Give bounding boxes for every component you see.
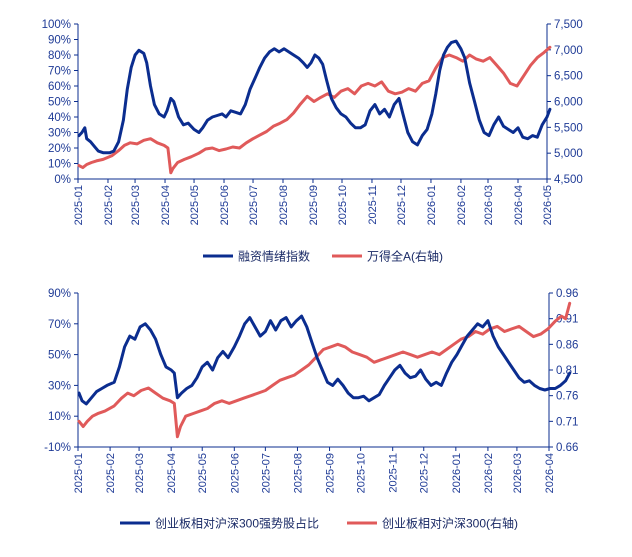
x-tick-label: 2025-05 bbox=[189, 185, 201, 225]
right-tick-label: 0.86 bbox=[556, 339, 578, 351]
x-tick-label: 2026-03 bbox=[512, 453, 524, 493]
right-tick-label: 0.71 bbox=[556, 416, 578, 428]
right-tick-label: 7,500 bbox=[554, 19, 583, 31]
x-tick-label: 2025-05 bbox=[197, 453, 209, 493]
legend-item: 创业板相对沪深300强势股占比 bbox=[120, 516, 319, 531]
x-tick-label: 2025-10 bbox=[356, 453, 368, 493]
right-tick-label: 0.81 bbox=[556, 365, 578, 377]
left-tick-label: 100% bbox=[42, 19, 71, 31]
x-tick-label: 2026-02 bbox=[456, 185, 468, 225]
x-tick-label: 2025-12 bbox=[396, 185, 408, 225]
x-tick-label: 2025-09 bbox=[325, 453, 337, 493]
x-tick-label: 2025-02 bbox=[103, 185, 115, 225]
legend-label: 创业板相对沪深300(右轴) bbox=[382, 516, 518, 531]
legend-label: 万得全A(右轴) bbox=[367, 249, 443, 264]
legend-item: 万得全A(右轴) bbox=[332, 249, 443, 264]
x-tick-label: 2026-04 bbox=[513, 185, 525, 225]
left-tick-label: 70% bbox=[48, 66, 71, 78]
left-tick-label: 70% bbox=[48, 319, 71, 331]
left-tick-label: 60% bbox=[48, 81, 71, 93]
left-tick-label: 90% bbox=[48, 35, 71, 47]
x-tick-label: 2025-10 bbox=[337, 185, 349, 225]
left-series-line bbox=[77, 39, 552, 155]
left-tick-label: 90% bbox=[48, 288, 71, 300]
right-tick-label: 0.76 bbox=[556, 391, 578, 403]
chart-1: 0% 10% 20% 30% 40% 50% 60% 70% 80% 90% 100% 4,500 5,… bbox=[42, 19, 583, 264]
left-tick-label: 80% bbox=[48, 50, 71, 62]
right-tick-label: 0.96 bbox=[556, 288, 578, 300]
x-tick-label: 2025-03 bbox=[130, 185, 142, 225]
legend-label: 创业板相对沪深300强势股占比 bbox=[155, 516, 319, 531]
left-tick-label: 50% bbox=[48, 350, 71, 362]
left-tick-label: 0% bbox=[54, 174, 71, 186]
x-tick-label: 2026-02 bbox=[483, 453, 495, 493]
x-tick-label: 2025-06 bbox=[229, 453, 241, 493]
chart-2: -10% 10% 30% 50% 70% 90% 0.66 0.71 0.76 0.81 0.86 0… bbox=[44, 288, 578, 531]
x-tick-label: 2025-07 bbox=[248, 185, 260, 225]
x-tick-label: 2025-01 bbox=[73, 453, 85, 493]
left-tick-label: 10% bbox=[48, 411, 71, 423]
x-tick-label: 2025-06 bbox=[219, 185, 231, 225]
right-tick-label: 7,000 bbox=[554, 45, 583, 57]
x-tick-label: 2025-04 bbox=[166, 453, 178, 493]
right-tick-label: 5,000 bbox=[554, 148, 583, 160]
x-tick-label: 2025-07 bbox=[260, 453, 272, 493]
x-tick-label: 2026-01 bbox=[426, 185, 438, 225]
x-tick-label: 2025-08 bbox=[292, 453, 304, 493]
x-tick-label: 2026-05 bbox=[542, 185, 554, 225]
x-tick-label: 2026-01 bbox=[451, 453, 463, 493]
left-tick-label: 10% bbox=[48, 159, 71, 171]
x-tick-label: 2025-11 bbox=[388, 453, 400, 493]
x-tick-label: 2026-04 bbox=[544, 453, 556, 493]
left-tick-label: 20% bbox=[48, 143, 71, 155]
left-tick-label: 30% bbox=[48, 380, 71, 392]
legend-label: 融资情绪指数 bbox=[238, 249, 310, 264]
left-tick-label: 40% bbox=[48, 112, 71, 124]
legend-item: 融资情绪指数 bbox=[203, 249, 310, 264]
right-series-line bbox=[77, 301, 572, 439]
x-tick-label: 2025-04 bbox=[160, 185, 172, 225]
x-tick-label: 2025-02 bbox=[105, 453, 117, 493]
x-tick-label: 2026-03 bbox=[483, 185, 495, 225]
left-tick-label: 30% bbox=[48, 128, 71, 140]
left-tick-label: -10% bbox=[44, 442, 71, 454]
x-tick-label: 2025-12 bbox=[419, 453, 431, 493]
right-tick-label: 4,500 bbox=[554, 174, 583, 186]
x-tick-label: 2025-03 bbox=[134, 453, 146, 493]
right-tick-label: 5,500 bbox=[554, 122, 583, 134]
right-series-line bbox=[77, 45, 552, 175]
legend-item: 创业板相对沪深300(右轴) bbox=[347, 516, 518, 531]
right-tick-label: 0.66 bbox=[556, 442, 578, 454]
x-tick-label: 2025-08 bbox=[278, 185, 290, 225]
right-tick-label: 6,000 bbox=[554, 97, 583, 109]
x-tick-label: 2025-11 bbox=[367, 185, 379, 225]
x-tick-label: 2025-09 bbox=[308, 185, 320, 225]
x-tick-label: 2025-01 bbox=[73, 185, 85, 225]
left-tick-label: 50% bbox=[48, 97, 71, 109]
right-tick-label: 6,500 bbox=[554, 71, 583, 83]
left-series-line bbox=[77, 314, 572, 406]
